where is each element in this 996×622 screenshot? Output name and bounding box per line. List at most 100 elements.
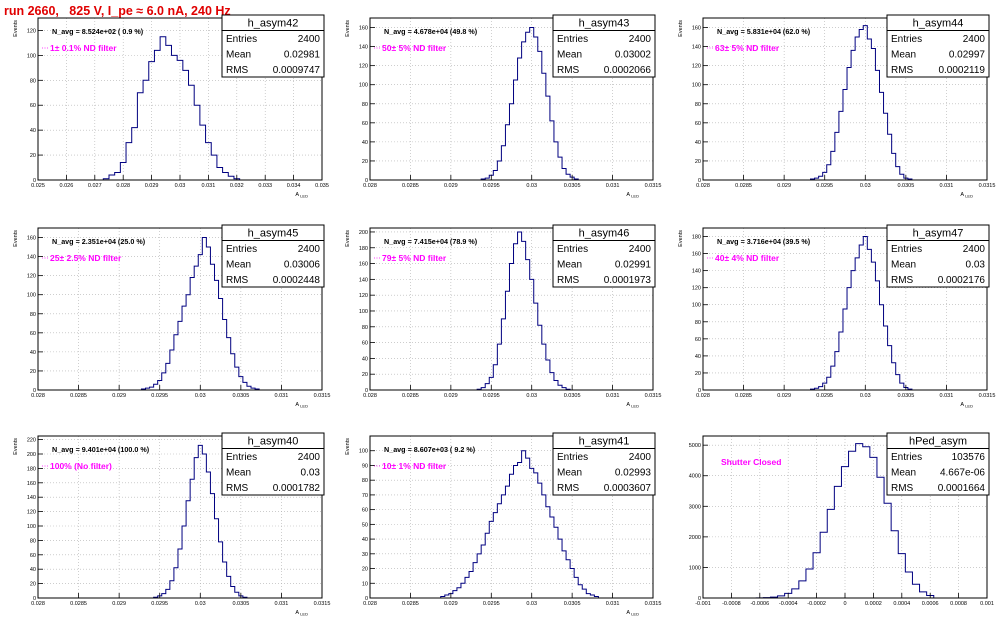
- y-tick-label: 140: [27, 495, 36, 501]
- y-tick-label: 100: [359, 309, 368, 315]
- stat-label: Entries: [891, 244, 922, 255]
- x-tick-label: 0.028: [31, 393, 45, 399]
- y-tick-label: 0: [33, 596, 36, 602]
- histogram-series-line: [755, 443, 935, 599]
- x-tick-label: -0.001: [695, 601, 711, 607]
- stats-box: [552, 224, 656, 288]
- y-tick-label: 160: [359, 26, 368, 32]
- x-tick-label: 0.029: [145, 183, 159, 189]
- stat-label: RMS: [226, 65, 249, 76]
- filter-annotation: 10± 1% ND filter: [382, 461, 447, 471]
- y-tick-label: 100: [359, 83, 368, 89]
- x-axis-title: A LED: [295, 402, 308, 409]
- x-tick-label: 0.029: [444, 393, 458, 399]
- x-tick-label: 0.03: [860, 393, 871, 399]
- stat-value: 0.02991: [615, 260, 652, 271]
- x-tick-label: 0.0315: [645, 601, 662, 607]
- histogram-series-line: [102, 36, 246, 181]
- stats-box: [552, 14, 656, 78]
- x-tick-label: 0.025: [31, 183, 45, 189]
- stat-label: RMS: [891, 65, 914, 76]
- x-tick-label: 0.0285: [402, 393, 419, 399]
- x-tick-label: 0.0315: [979, 393, 996, 399]
- y-tick-label: 100: [692, 83, 701, 89]
- y-tick-label: 120: [692, 64, 701, 70]
- x-tick-label: -0.0004: [779, 601, 798, 607]
- x-tick-label: 0.0285: [70, 601, 87, 607]
- x-axis-title: A LED: [295, 192, 308, 199]
- y-tick-label: 20: [30, 582, 36, 588]
- filter-annotation: 50± 5% ND filter: [382, 43, 447, 53]
- stat-label: RMS: [557, 483, 580, 494]
- y-tick-label: 40: [695, 140, 701, 146]
- y-tick-label: 200: [27, 452, 36, 458]
- x-tick-label: 0.029: [112, 601, 126, 607]
- y-tick-label: 80: [30, 78, 36, 84]
- x-tick-label: 0.0315: [314, 601, 331, 607]
- y-tick-label: 20: [362, 372, 368, 378]
- y-tick-label: 50: [362, 522, 368, 528]
- histogram-panel-h_asym42: 0.025 0.026 0.027 0.028 0.029 0.03 0.031 0.032 0…: [13, 14, 329, 199]
- y-tick-label: 80: [30, 538, 36, 544]
- filter-annotation: 79± 5% ND filter: [382, 253, 447, 263]
- stat-value: 2400: [963, 244, 986, 255]
- y-axis-title: Events: [345, 230, 351, 247]
- stat-value: 2400: [629, 452, 652, 463]
- y-tick-label: 40: [30, 128, 36, 134]
- x-tick-label: 0.028: [363, 601, 377, 607]
- y-tick-label: 60: [362, 508, 368, 514]
- navg-label: N_avg = 2.351e+04 (25.0 %): [52, 237, 146, 246]
- histogram-name: h_asym44: [913, 18, 964, 30]
- x-tick-label: 0.0305: [897, 183, 914, 189]
- x-tick-label: 0.031: [940, 183, 954, 189]
- x-tick-label: 0.03: [195, 601, 206, 607]
- y-tick-label: 120: [692, 286, 701, 292]
- y-tick-label: 60: [362, 341, 368, 347]
- stats-box: [886, 224, 990, 288]
- y-axis-title: Events: [13, 20, 19, 37]
- x-tick-label: 0.028: [363, 393, 377, 399]
- x-tick-label: 0.0305: [564, 183, 581, 189]
- navg-label: N_avg = 9.401e+04 (100.0 %): [52, 445, 150, 454]
- y-tick-label: 20: [695, 159, 701, 165]
- stat-label: RMS: [891, 275, 914, 286]
- x-axis-title: A LED: [626, 192, 639, 199]
- stat-value: 0.03006: [284, 260, 321, 271]
- stat-value: 0.02981: [284, 50, 321, 61]
- y-tick-label: 180: [692, 235, 701, 241]
- x-tick-label: 0.029: [444, 183, 458, 189]
- y-tick-label: 80: [695, 320, 701, 326]
- stat-value: 0.0002066: [604, 65, 652, 76]
- x-tick-label: 0.0305: [564, 393, 581, 399]
- stat-label: Mean: [226, 260, 251, 271]
- y-tick-label: 100: [27, 293, 36, 299]
- histogram-panel-h_asym47: 0.028 0.0285 0.029 0.0295 0.03 0.0305 0.031 0.0…: [678, 224, 996, 409]
- y-tick-label: 5000: [689, 443, 701, 449]
- stat-label: Mean: [226, 50, 251, 61]
- y-tick-label: 80: [695, 102, 701, 108]
- x-axis-title: A LED: [960, 192, 973, 199]
- x-tick-label: 0.0305: [232, 393, 249, 399]
- y-tick-label: 140: [27, 255, 36, 261]
- navg-label: N_avg = 3.716e+04 (39.5 %): [717, 237, 811, 246]
- histogram-series-line: [476, 231, 575, 391]
- y-tick-label: 100: [359, 449, 368, 455]
- histogram-series-line: [810, 25, 913, 180]
- x-tick-label: 0.027: [88, 183, 102, 189]
- x-tick-label: 0.0004: [893, 601, 910, 607]
- x-tick-label: 0.035: [315, 183, 329, 189]
- y-tick-label: 120: [359, 64, 368, 70]
- x-tick-label: 0.0285: [402, 183, 419, 189]
- y-tick-label: 100: [27, 53, 36, 59]
- stats-box: [221, 432, 325, 496]
- stat-label: Mean: [226, 468, 251, 479]
- x-tick-label: 0.028: [31, 601, 45, 607]
- stat-value: 2400: [298, 452, 321, 463]
- histogram-series-line: [480, 27, 583, 181]
- y-tick-label: 1000: [689, 565, 701, 571]
- navg-label: N_avg = 5.831e+04 (62.0 %): [717, 27, 811, 36]
- stats-box: [886, 14, 990, 78]
- y-tick-label: 40: [30, 567, 36, 573]
- y-tick-label: 80: [362, 102, 368, 108]
- y-tick-label: 180: [359, 246, 368, 252]
